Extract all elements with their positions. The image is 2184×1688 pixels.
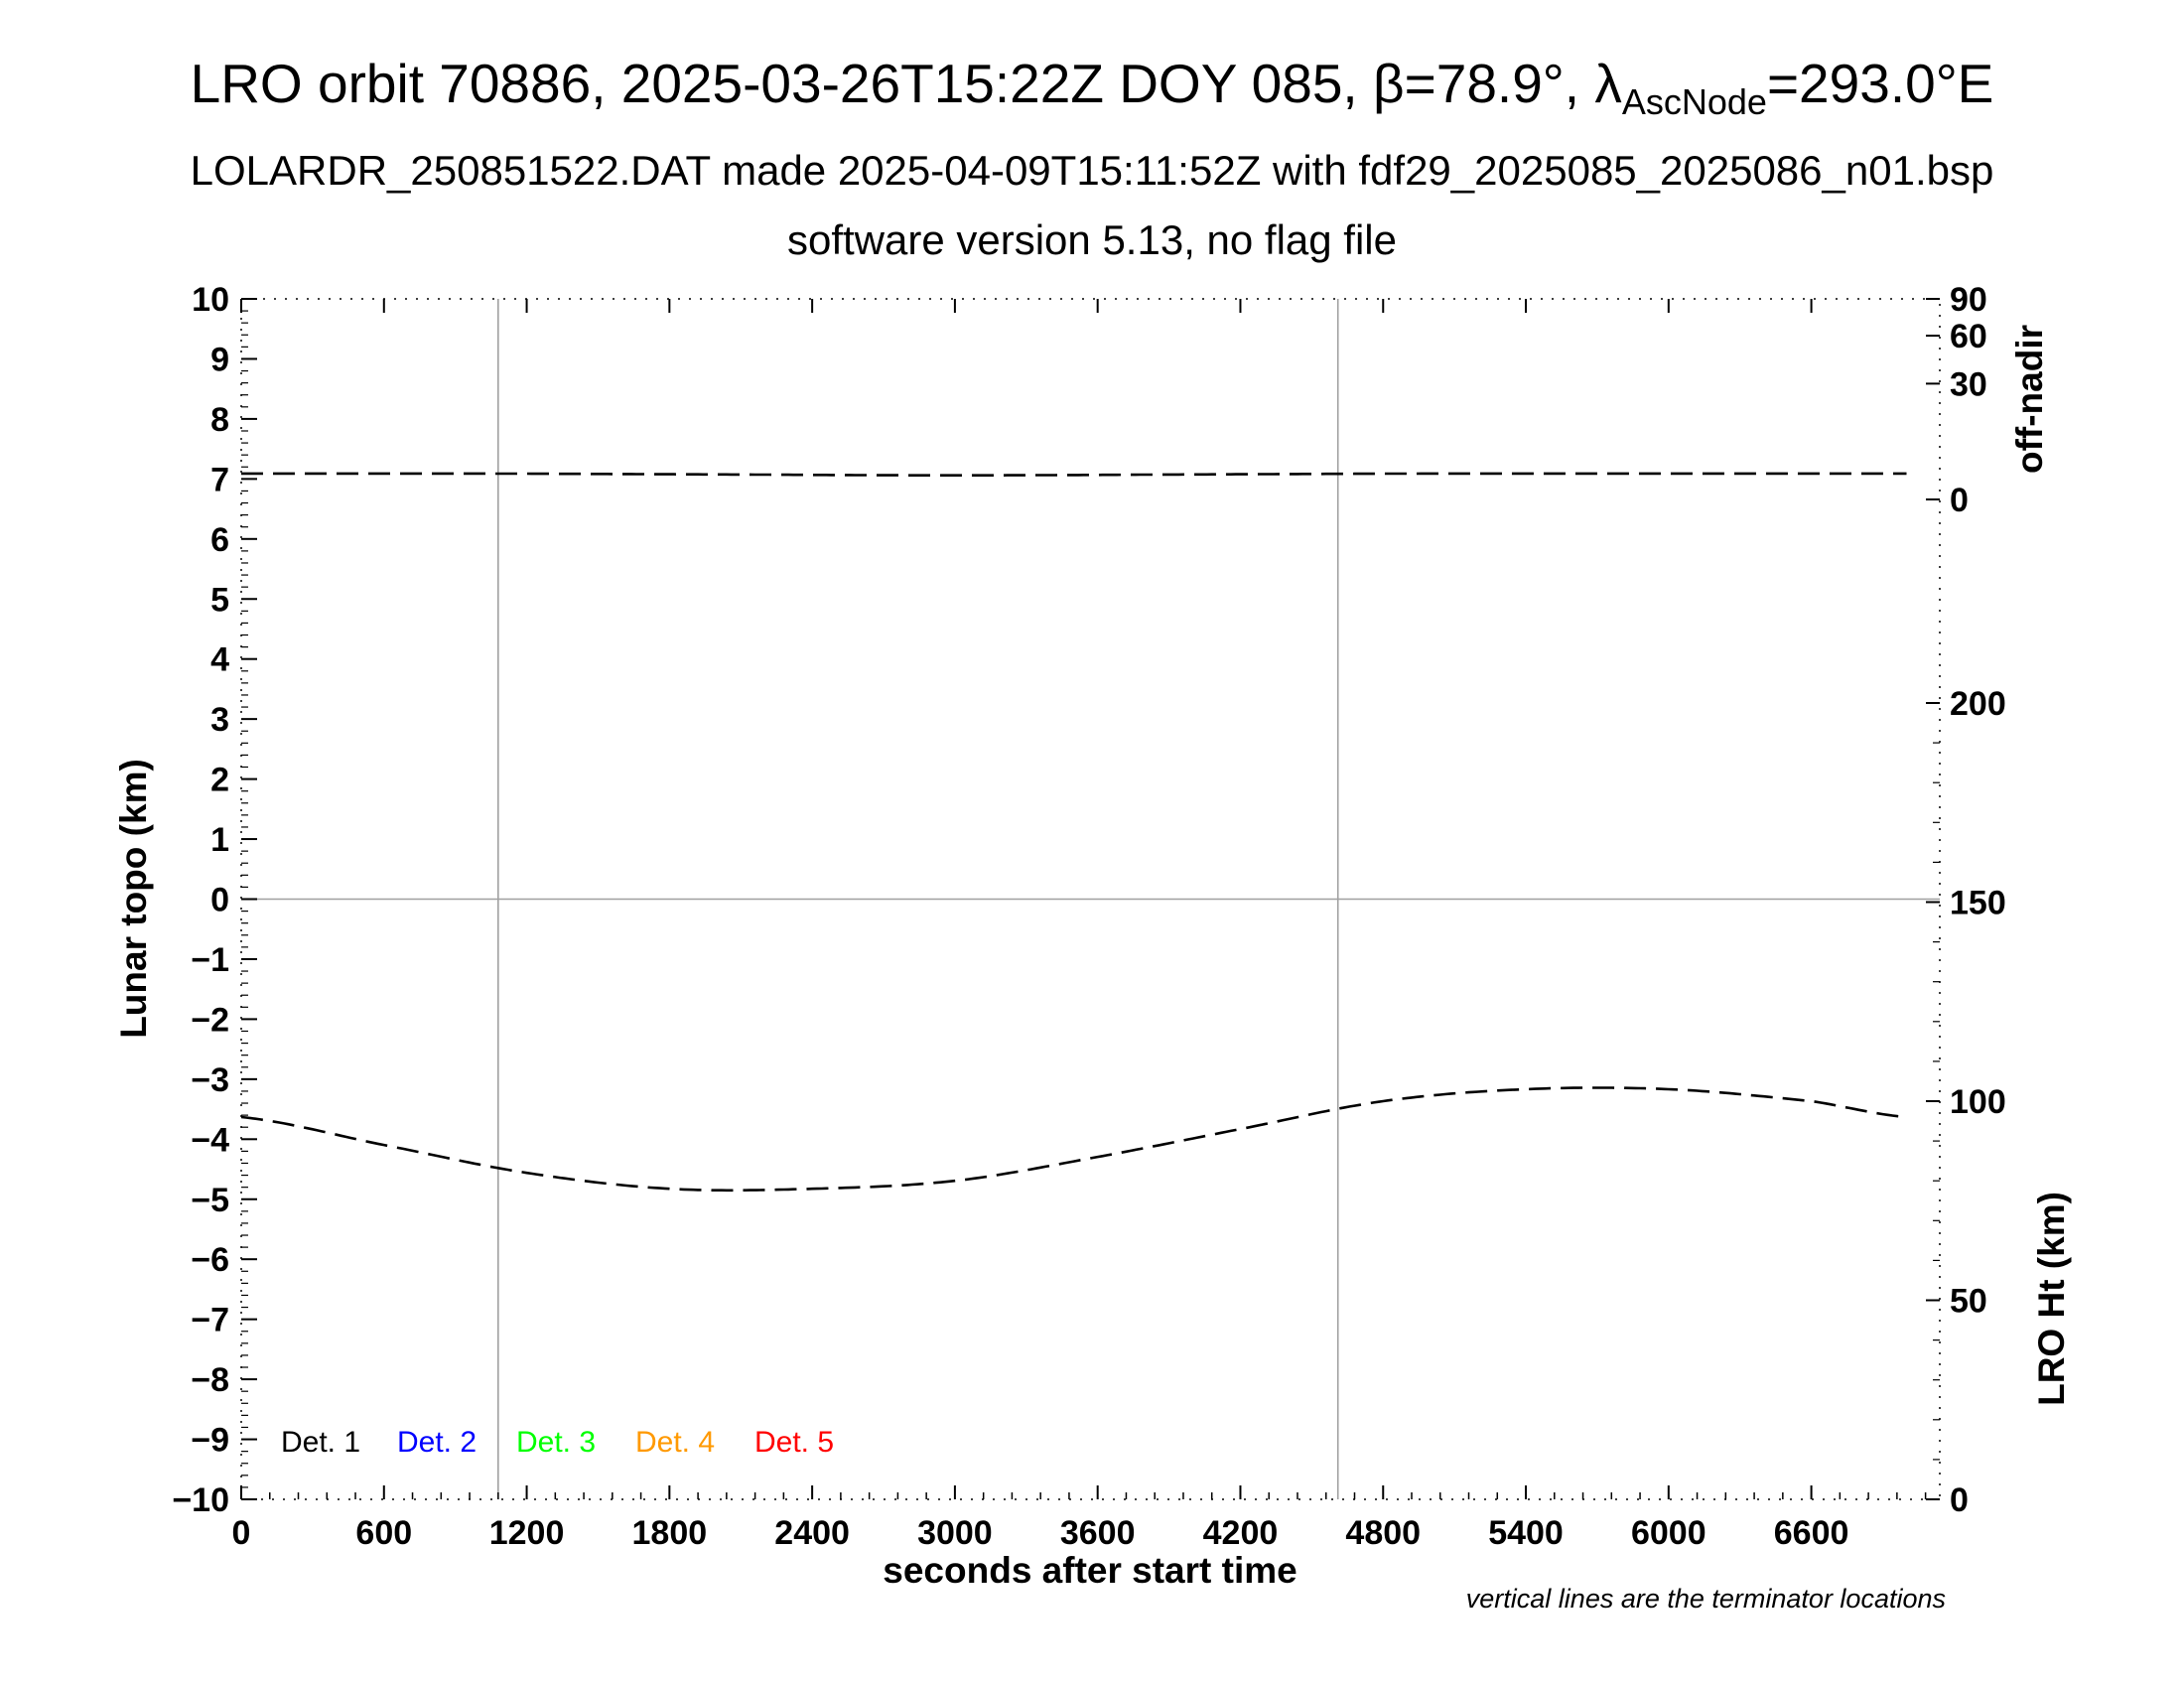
y-tick-label-left: 8 <box>210 401 229 439</box>
y-tick-label-right-bottom: 50 <box>1950 1283 1987 1321</box>
x-tick-label: 5400 <box>1488 1514 1564 1552</box>
title-end: =293.0°E <box>1766 53 1994 114</box>
lro-height-series-line <box>240 1086 1907 1193</box>
legend-entry-det-5: Det. 5 <box>754 1426 834 1459</box>
y-tick-label-right-top: 30 <box>1950 365 1987 403</box>
title-main: LRO orbit 70886, 2025-03-26T15:22Z DOY 0… <box>190 53 1622 114</box>
chart-subtitle: LOLARDR_250851522.DAT made 2025-04-09T15… <box>190 147 1994 194</box>
y-tick-label-left: 7 <box>210 461 229 498</box>
y-tick-label-left: −8 <box>191 1361 229 1399</box>
y-tick-label-left: −6 <box>191 1241 229 1279</box>
y-tick-label-left: −5 <box>191 1182 229 1219</box>
labels-layer: 0 600 1200 1800 2400 3000 3600 4200 4800 5400 6000… <box>172 281 2005 1552</box>
y-tick-label-left: −7 <box>191 1302 229 1339</box>
legend-entry-det-2: Det. 2 <box>397 1426 477 1459</box>
y-tick-label-left: 0 <box>210 882 229 919</box>
y-tick-label-right-top: 90 <box>1950 281 1987 319</box>
y-tick-label-right-top: 60 <box>1950 318 1987 355</box>
y-tick-label-left: −4 <box>191 1121 229 1159</box>
y-axis-title-right-top: off-nadir <box>2009 325 2050 474</box>
y-tick-label-left: 1 <box>210 821 229 859</box>
x-tick-label: 6000 <box>1631 1514 1706 1552</box>
x-tick-label: 6600 <box>1774 1514 1849 1552</box>
terminator-note: vertical lines are the terminator locati… <box>1466 1584 1946 1614</box>
y-tick-label-left: 5 <box>210 581 229 619</box>
off-nadir-series-line <box>241 472 1907 477</box>
y-tick-label-left: 4 <box>210 641 229 679</box>
chart-title: LRO orbit 70886, 2025-03-26T15:22Z DOY 0… <box>0 52 2184 123</box>
y-tick-label-left: 9 <box>210 341 229 378</box>
y-tick-label-left: −3 <box>191 1061 229 1099</box>
grid-layer <box>241 299 1940 1499</box>
x-tick-label: 0 <box>232 1514 251 1552</box>
title-subscript: AscNode <box>1621 81 1767 122</box>
y-tick-label-left: −9 <box>191 1422 229 1460</box>
legend-entry-det-3: Det. 3 <box>516 1426 596 1459</box>
series-layer <box>240 472 1907 1193</box>
y-tick-label-left: −1 <box>191 941 229 979</box>
y-tick-label-left: 3 <box>210 701 229 739</box>
y-tick-label-left: 6 <box>210 521 229 559</box>
y-tick-label-right-top: 0 <box>1950 482 1969 519</box>
x-tick-label: 4200 <box>1203 1514 1279 1552</box>
ticks-layer <box>240 298 1940 1500</box>
y-tick-label-left: −10 <box>172 1481 229 1519</box>
y-tick-label-left: −2 <box>191 1001 229 1039</box>
y-tick-label-right-bottom: 100 <box>1950 1083 2006 1121</box>
y-tick-label-right-bottom: 200 <box>1950 685 2006 723</box>
x-tick-label: 1800 <box>632 1514 708 1552</box>
y-tick-label-left: 10 <box>192 281 229 319</box>
x-tick-label: 3000 <box>917 1514 993 1552</box>
chart-subtitle-version: software version 5.13, no flag file <box>786 216 1397 263</box>
legend-entry-det-1: Det. 1 <box>281 1426 360 1459</box>
x-tick-label: 2400 <box>774 1514 850 1552</box>
y-axis-title-right-bottom: LRO Ht (km) <box>2031 1192 2072 1406</box>
x-tick-label: 3600 <box>1060 1514 1136 1552</box>
y-tick-label-right-bottom: 150 <box>1950 885 2006 922</box>
y-tick-label-left: 2 <box>210 762 229 799</box>
legend: Det. 1 Det. 2 Det. 3 Det. 4 Det. 5 <box>281 1426 834 1459</box>
x-tick-label: 600 <box>355 1514 412 1552</box>
x-axis-title: seconds after start time <box>883 1550 1297 1591</box>
y-tick-label-right-bottom: 0 <box>1950 1481 1969 1519</box>
x-tick-label: 4800 <box>1345 1514 1421 1552</box>
y-axis-title-left: Lunar topo (km) <box>113 759 154 1039</box>
legend-entry-det-4: Det. 4 <box>635 1426 715 1459</box>
x-tick-label: 1200 <box>489 1514 565 1552</box>
